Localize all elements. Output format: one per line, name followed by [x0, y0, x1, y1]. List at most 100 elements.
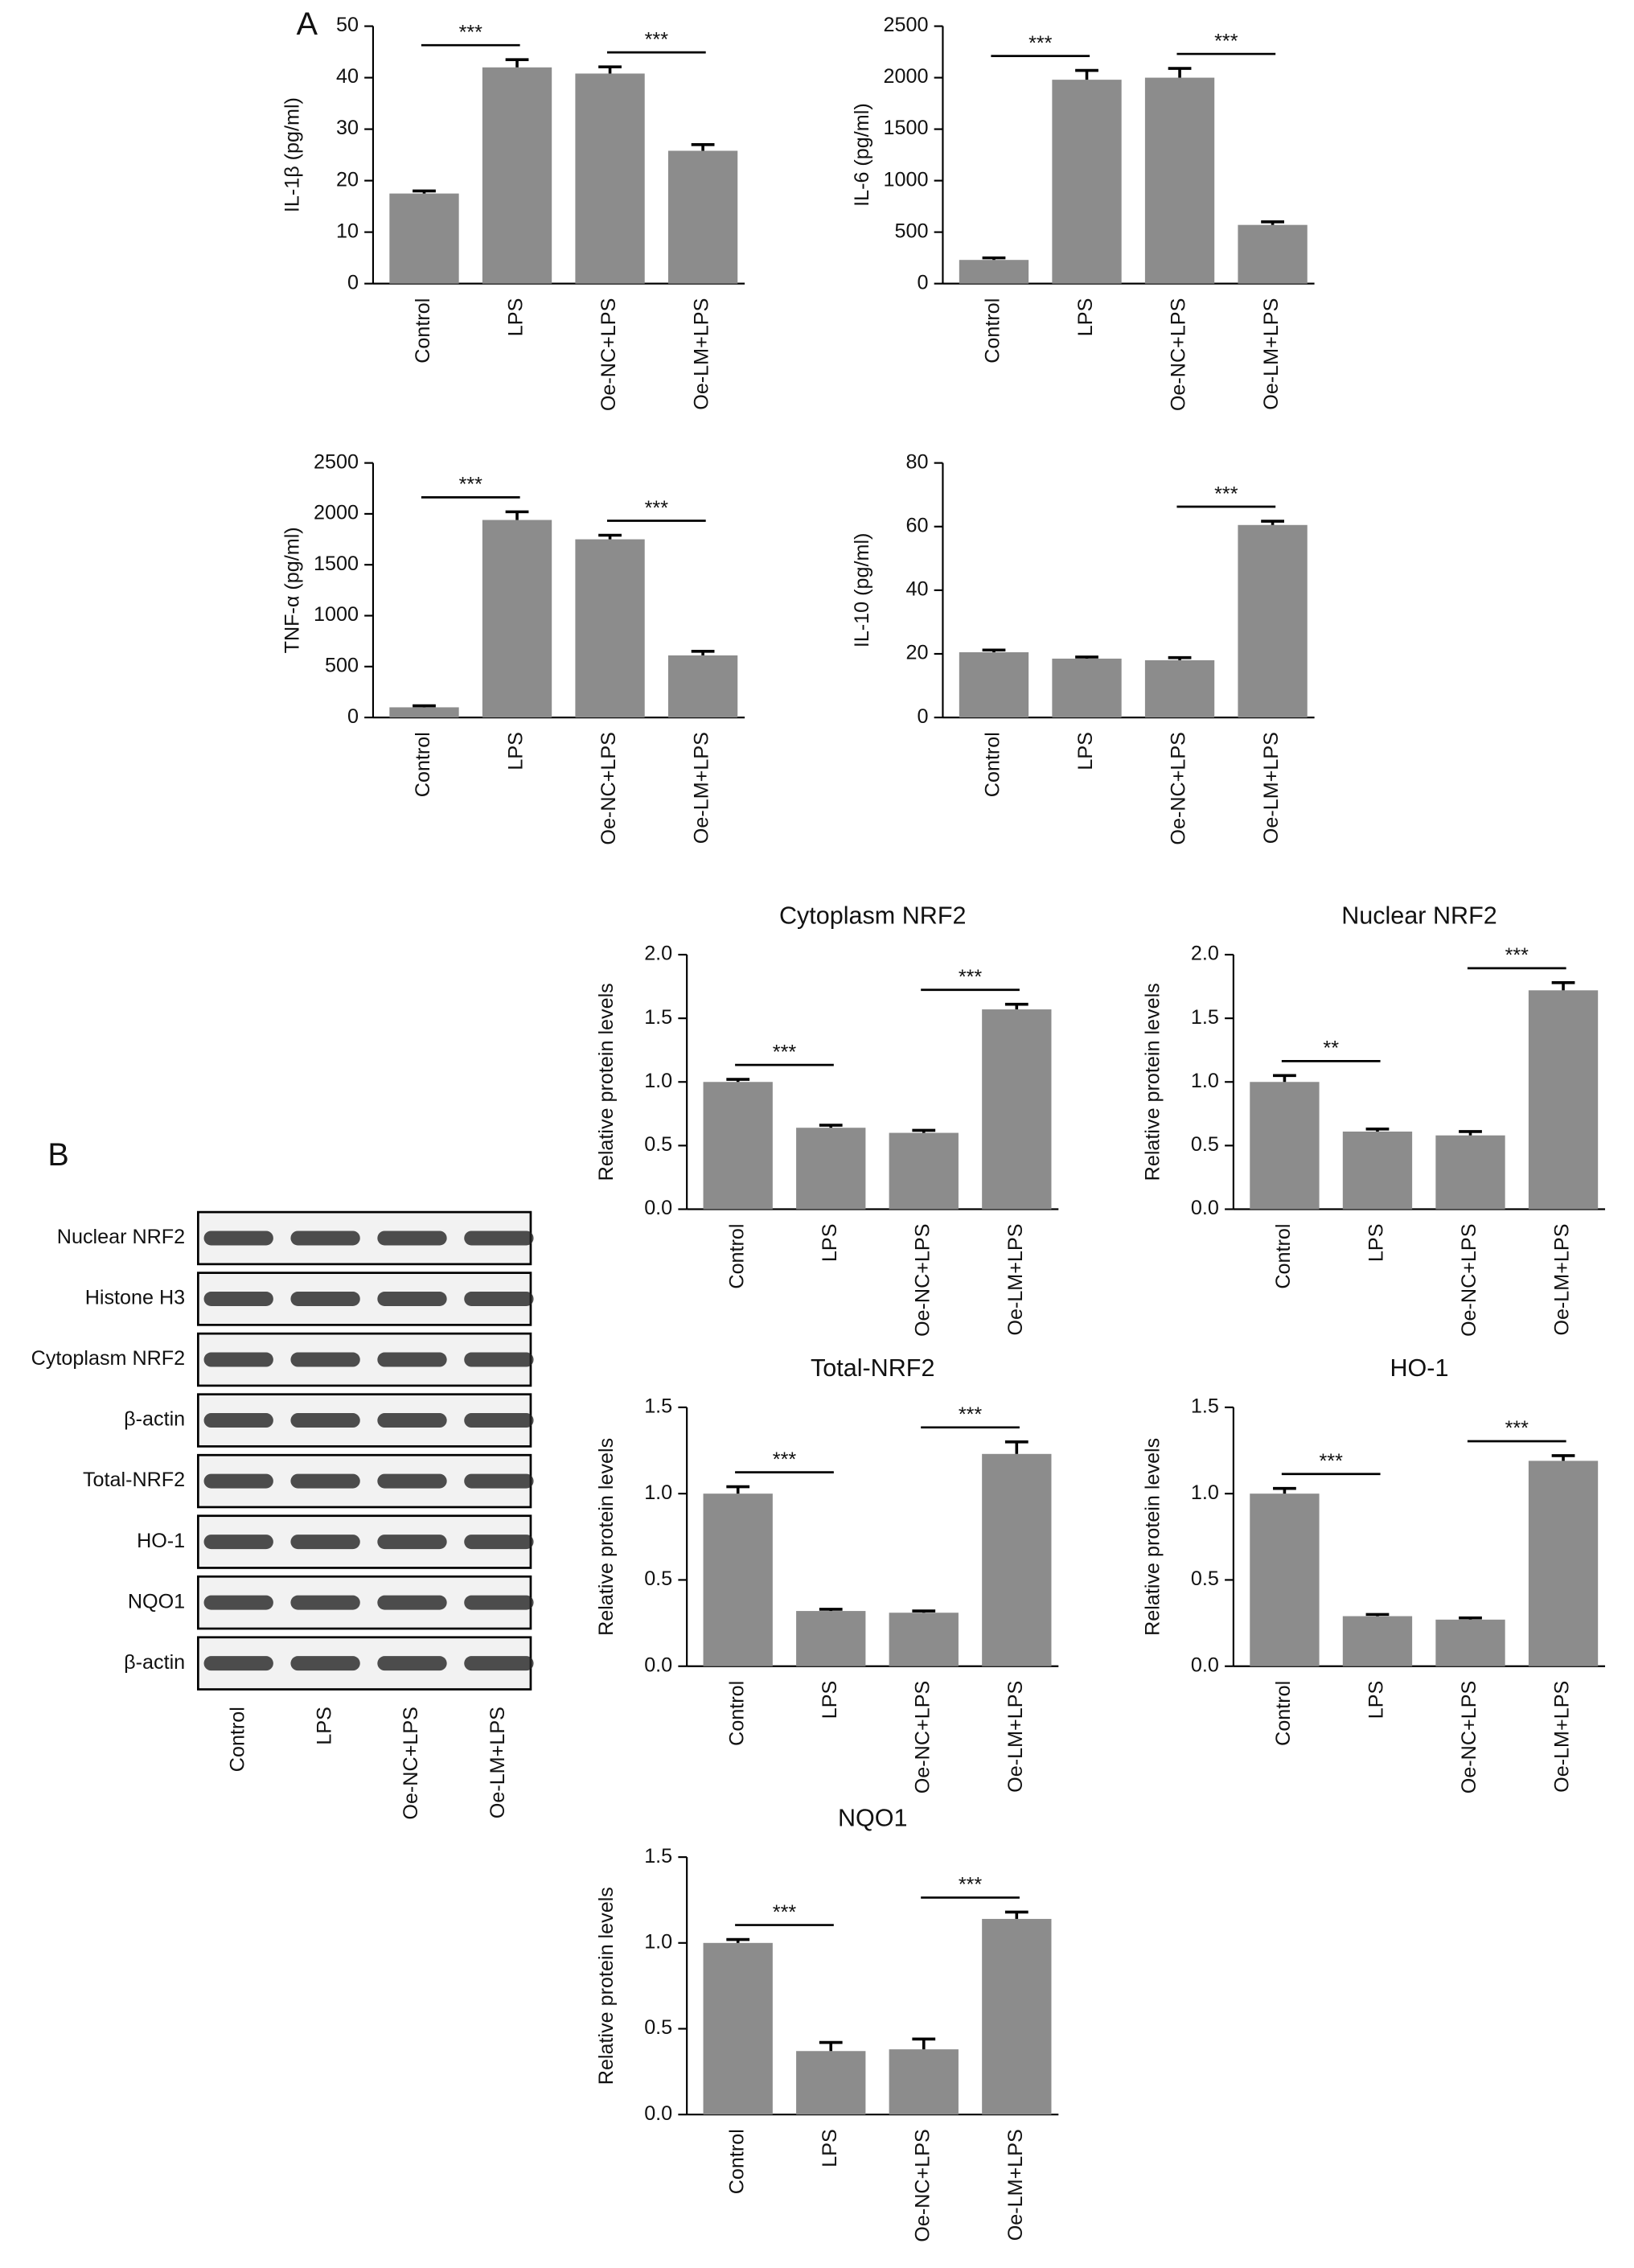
- error-bar: [1004, 1440, 1028, 1454]
- y-tick-label: 30: [336, 117, 359, 139]
- blot-band: [464, 1473, 534, 1489]
- y-tick-label: 0.5: [1191, 1567, 1219, 1590]
- y-tick-label: 40: [905, 578, 928, 601]
- significance-label: ***: [959, 1874, 983, 1896]
- bar: [1250, 1494, 1320, 1666]
- y-tick-label: 0: [347, 705, 359, 728]
- y-tick-label: 20: [336, 168, 359, 191]
- blot-band: [377, 1656, 447, 1671]
- y-tick-label: 80: [905, 450, 928, 473]
- bar: [667, 655, 738, 718]
- bar: [1528, 1461, 1599, 1666]
- error-bar: [598, 533, 622, 540]
- blot-band: [203, 1535, 273, 1550]
- x-tick-label: LPS: [819, 1223, 841, 1262]
- error-bar: [726, 1078, 750, 1083]
- x-tick-label: Oe-NC+LPS: [1458, 1681, 1480, 1794]
- blot-band: [203, 1352, 273, 1367]
- blot-band: [377, 1352, 447, 1367]
- x-tick-label: Oe-LM+LPS: [691, 732, 713, 844]
- blot-band: [464, 1231, 534, 1246]
- error-bar: [1273, 1074, 1296, 1083]
- blot-band: [203, 1413, 273, 1428]
- blot-band: [377, 1231, 447, 1246]
- error-bar: [413, 704, 436, 708]
- error-bar: [1459, 1616, 1482, 1620]
- x-tick-label: Oe-NC+LPS: [911, 1223, 934, 1337]
- blot-row-label: NQO1: [128, 1590, 185, 1613]
- blot-band: [290, 1292, 360, 1306]
- blot-band: [290, 1413, 360, 1428]
- error-bar: [1273, 1486, 1296, 1494]
- blot-band: [203, 1473, 273, 1489]
- chart-title: Cytoplasm NRF2: [779, 902, 967, 929]
- blot-band: [464, 1656, 534, 1671]
- y-axis-label: Relative protein levels: [595, 983, 618, 1181]
- significance-label: ***: [1214, 30, 1238, 52]
- bar: [575, 539, 645, 718]
- blot-band: [377, 1292, 447, 1306]
- bar: [796, 1611, 866, 1666]
- blot-band: [290, 1473, 360, 1489]
- y-tick-label: 1000: [314, 603, 359, 626]
- bar: [1250, 1082, 1320, 1210]
- x-tick-label: Oe-NC+LPS: [1168, 298, 1190, 412]
- y-tick-label: 1.0: [1191, 1070, 1219, 1092]
- y-tick-label: 50: [336, 14, 359, 36]
- error-bar: [1168, 655, 1192, 660]
- y-axis-label: Relative protein levels: [1142, 1438, 1164, 1636]
- y-tick-label: 2500: [314, 450, 359, 473]
- blot-band: [464, 1292, 534, 1306]
- y-axis-label: Relative protein levels: [595, 1438, 618, 1636]
- x-tick-label: Control: [725, 1681, 748, 1746]
- error-bar: [1075, 655, 1098, 659]
- bar: [1144, 659, 1215, 718]
- error-bar: [1004, 1910, 1028, 1919]
- significance-label: ***: [1320, 1450, 1344, 1473]
- blot-lane-label: Control: [226, 1707, 248, 1772]
- x-tick-label: LPS: [819, 1681, 841, 1719]
- blot-band: [290, 1535, 360, 1550]
- x-tick-label: LPS: [1365, 1223, 1388, 1262]
- error-bar: [982, 256, 1006, 261]
- bar: [1052, 80, 1122, 284]
- x-tick-label: Control: [725, 2129, 748, 2194]
- significance-label: **: [1323, 1037, 1339, 1060]
- blot-band: [203, 1231, 273, 1246]
- blot-band: [203, 1595, 273, 1610]
- blot-row-label: Nuclear NRF2: [57, 1226, 185, 1248]
- blot-lane-label: LPS: [313, 1707, 335, 1745]
- blot-band: [464, 1595, 534, 1610]
- y-tick-label: 2.0: [1191, 943, 1219, 965]
- error-bar: [1365, 1613, 1390, 1617]
- x-tick-label: Oe-NC+LPS: [597, 732, 620, 845]
- y-tick-label: 500: [894, 220, 928, 242]
- bar: [1435, 1135, 1505, 1210]
- x-tick-label: Oe-LM+LPS: [1004, 2129, 1027, 2241]
- bar: [1238, 224, 1308, 284]
- error-bar: [691, 142, 715, 151]
- error-bar: [1459, 1130, 1482, 1136]
- x-tick-label: LPS: [505, 732, 528, 770]
- error-bar: [1075, 68, 1098, 80]
- x-tick-label: LPS: [1365, 1681, 1388, 1719]
- x-tick-label: Oe-LM+LPS: [1551, 1223, 1574, 1335]
- x-tick-label: LPS: [1074, 732, 1097, 770]
- y-tick-label: 0.5: [644, 1133, 672, 1156]
- bar: [1342, 1616, 1413, 1666]
- x-tick-label: Oe-LM+LPS: [1551, 1681, 1574, 1793]
- blot-band: [377, 1413, 447, 1428]
- blot-row-label: Cytoplasm NRF2: [31, 1347, 186, 1370]
- significance-label: ***: [459, 21, 483, 43]
- blot-band: [377, 1473, 447, 1489]
- bar: [889, 2049, 959, 2115]
- blot-band: [290, 1656, 360, 1671]
- bar: [796, 1128, 866, 1210]
- x-tick-label: LPS: [505, 298, 528, 337]
- error-bar: [912, 1609, 936, 1613]
- significance-label: ***: [773, 1901, 797, 1924]
- blot-row-label: Histone H3: [85, 1287, 185, 1309]
- bar: [1238, 524, 1308, 718]
- y-axis-label: Relative protein levels: [1142, 983, 1164, 1181]
